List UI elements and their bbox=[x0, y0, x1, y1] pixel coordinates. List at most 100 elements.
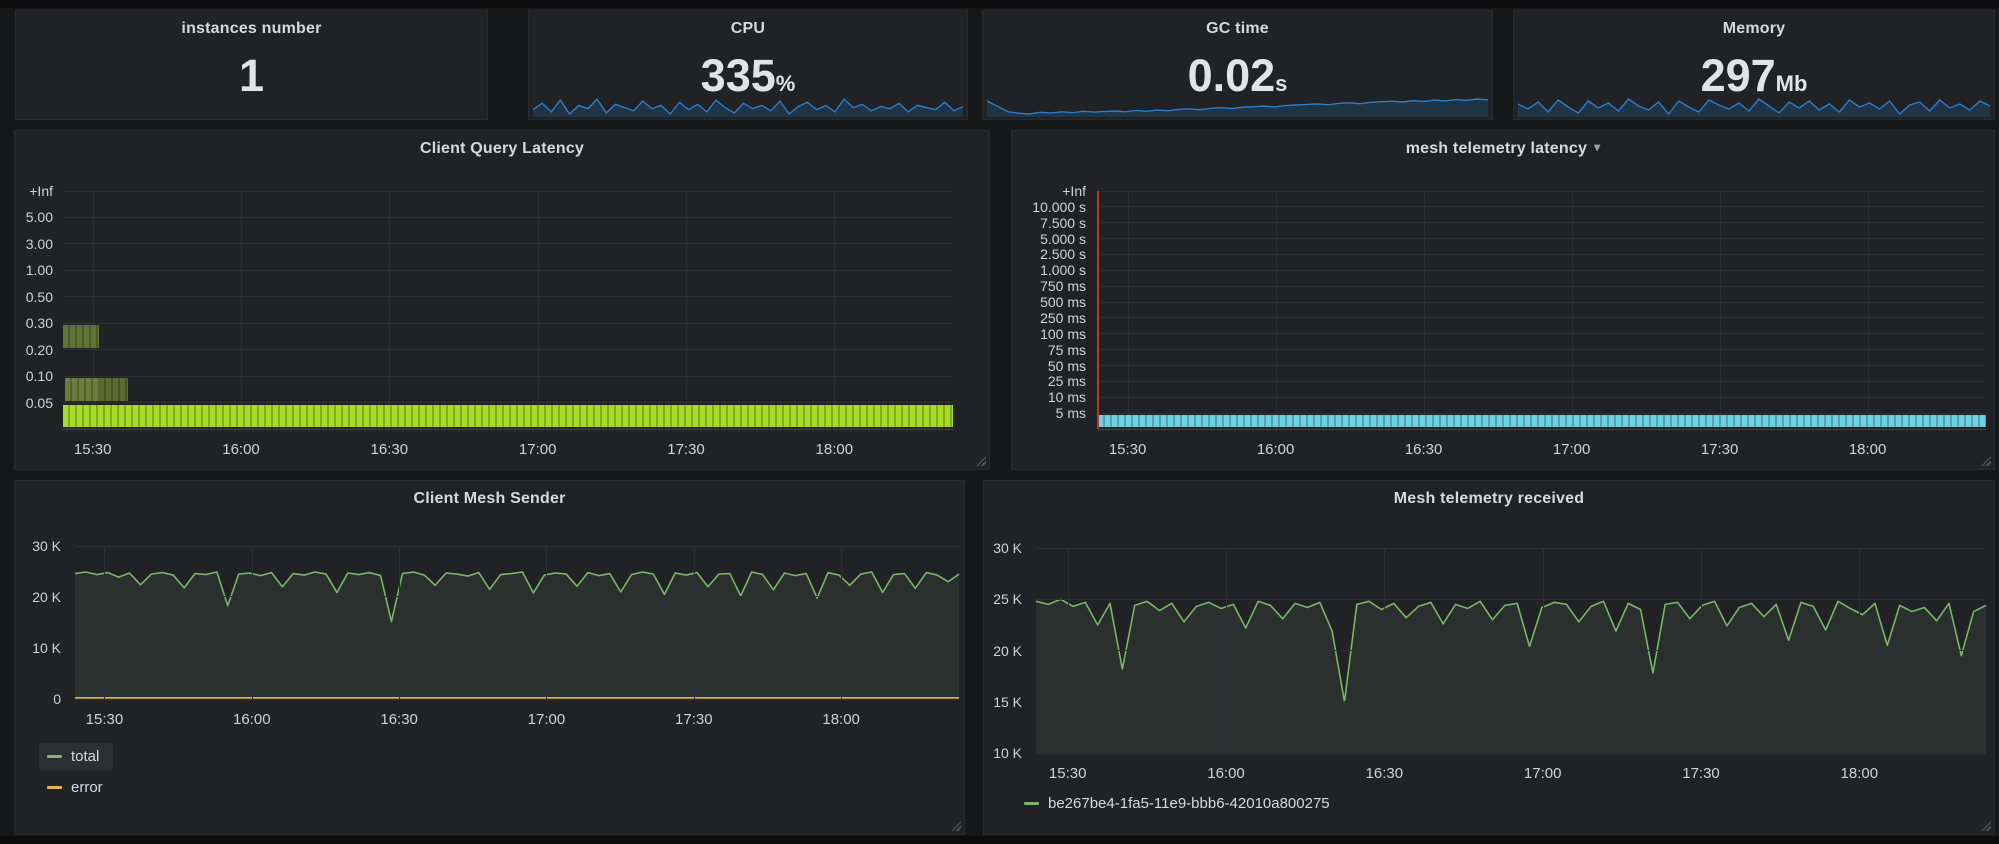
x-tick-label: 16:30 bbox=[380, 711, 418, 728]
y-axis-label: 25 ms bbox=[1047, 373, 1086, 390]
legend-item-total[interactable]: total bbox=[39, 743, 114, 770]
panel-title-mesh-telemetry-received[interactable]: Mesh telemetry received bbox=[1393, 490, 1585, 507]
y-axis-labels: 30 K 20 K 10 K 0 bbox=[15, 538, 67, 707]
gridline bbox=[63, 428, 953, 430]
panel-resize-handle[interactable] bbox=[976, 456, 986, 466]
client-mesh-sender-graph-plot[interactable] bbox=[75, 545, 959, 700]
panel-title-client-query-latency[interactable]: Client Query Latency bbox=[419, 140, 585, 157]
y-axis-label: 15 K bbox=[993, 693, 1022, 710]
gridline bbox=[1036, 701, 1986, 703]
gridline bbox=[1542, 548, 1544, 753]
gridline bbox=[546, 546, 548, 699]
gridline bbox=[686, 191, 687, 429]
stat-value-number: 335 bbox=[700, 50, 776, 101]
gridline bbox=[1067, 548, 1069, 753]
heatmap-cell bbox=[99, 378, 128, 401]
gridline bbox=[1275, 191, 1277, 429]
panel-resize-handle[interactable] bbox=[951, 821, 961, 831]
gridline bbox=[1867, 191, 1869, 429]
gridline bbox=[63, 349, 953, 351]
x-tick-label: 16:30 bbox=[370, 441, 409, 458]
legend-item-error[interactable]: error bbox=[47, 779, 103, 796]
panel-title-gc-time[interactable]: GC time bbox=[1206, 20, 1269, 37]
y-axis-label: 1.000 s bbox=[1040, 262, 1086, 279]
y-axis-label: 3.00 bbox=[25, 235, 53, 252]
stat-value-unit: s bbox=[1275, 71, 1288, 96]
y-axis-labels: +Inf 5.00 3.00 1.00 0.50 0.30 0.20 0.10 0.05 bbox=[15, 183, 59, 429]
panel-resize-handle[interactable] bbox=[1981, 456, 1991, 466]
y-axis-label: 0.50 bbox=[25, 288, 53, 305]
y-axis-label: 5.000 s bbox=[1040, 230, 1086, 247]
gridline bbox=[1036, 598, 1986, 600]
panel-instances-number: instances number 1 bbox=[15, 10, 488, 120]
panel-memory: Memory 297Mb bbox=[1513, 10, 1995, 120]
cpu-sparkline bbox=[533, 91, 963, 117]
gridline bbox=[63, 243, 953, 245]
panel-title-instances-number[interactable]: instances number bbox=[181, 20, 322, 37]
gridline bbox=[1719, 191, 1721, 429]
x-axis-labels: 15:30 16:00 16:30 17:00 17:30 18:00 bbox=[75, 707, 959, 729]
stat-value-number: 0.02 bbox=[1187, 50, 1276, 101]
panel-resize-handle[interactable] bbox=[1981, 821, 1991, 831]
gridline bbox=[1098, 412, 1986, 414]
x-tick-label: 16:30 bbox=[1404, 441, 1443, 458]
client-query-latency-heatmap-plot[interactable] bbox=[63, 190, 953, 430]
panel-cpu: CPU 335% bbox=[528, 10, 968, 120]
legend-color-instance bbox=[1024, 802, 1039, 805]
panel-title-cpu[interactable]: CPU bbox=[730, 20, 766, 37]
stat-value-number: 297 bbox=[1700, 50, 1776, 101]
gridline bbox=[1098, 317, 1986, 319]
y-axis-label: 25 K bbox=[993, 591, 1022, 608]
gridline bbox=[537, 191, 539, 429]
y-axis-label: 75 ms bbox=[1047, 341, 1086, 358]
y-axis-label: 20 K bbox=[32, 589, 61, 605]
gridline bbox=[1098, 349, 1986, 351]
client-mesh-sender-series-svg bbox=[75, 546, 959, 699]
panel-client-query-latency: Client Query Latency +Inf 5.00 3.00 1.00 0.5… bbox=[14, 130, 990, 470]
y-axis-label: 0.30 bbox=[25, 315, 53, 332]
y-axis-label: 10 K bbox=[993, 745, 1022, 761]
y-axis-label: 7.500 s bbox=[1040, 214, 1086, 231]
legend-label-total: total bbox=[71, 748, 100, 765]
gridline bbox=[1571, 191, 1573, 429]
chevron-down-icon: ▾ bbox=[1594, 140, 1601, 154]
legend-item-instance[interactable]: be267be4-1fa5-11e9-bbb6-42010a800275 bbox=[1024, 795, 1330, 812]
x-axis-labels: 15:30 16:00 16:30 17:00 17:30 18:00 bbox=[1036, 761, 1986, 783]
gridline bbox=[1098, 301, 1986, 303]
gridline bbox=[1859, 548, 1861, 753]
gridline bbox=[693, 546, 695, 699]
mesh-telemetry-latency-heatmap-plot[interactable] bbox=[1097, 190, 1986, 430]
y-axis-label: 10.000 s bbox=[1032, 198, 1086, 215]
heatmap-cell bbox=[1098, 415, 1986, 427]
x-tick-label: 15:30 bbox=[73, 441, 112, 458]
x-tick-label: 17:30 bbox=[667, 441, 705, 458]
y-axis-label: 0 bbox=[53, 691, 61, 707]
x-tick-label: 15:30 bbox=[85, 711, 124, 728]
gridline bbox=[251, 546, 253, 699]
gridline bbox=[1098, 365, 1986, 367]
y-axis-labels: 30 K 25 K 20 K 15 K 10 K bbox=[984, 540, 1028, 761]
y-axis-label: 1.00 bbox=[25, 262, 53, 279]
gridline bbox=[1036, 547, 1986, 549]
x-tick-label: 15:30 bbox=[1108, 441, 1147, 458]
panel-client-mesh-sender: Client Mesh Sender 30 K 20 K 10 K 0 15:30 16… bbox=[14, 480, 965, 835]
heatmap-cell bbox=[64, 378, 100, 401]
x-tick-label: 17:30 bbox=[675, 711, 713, 728]
mesh-telemetry-received-graph-plot[interactable] bbox=[1036, 547, 1986, 754]
y-axis-label: 20 K bbox=[993, 642, 1022, 659]
stat-value-memory: 297Mb bbox=[1514, 53, 1994, 98]
gridline bbox=[63, 269, 953, 271]
y-axis-label: 50 ms bbox=[1047, 357, 1086, 374]
heatmap-cell bbox=[63, 325, 100, 348]
memory-sparkline bbox=[1518, 91, 1990, 117]
gridline bbox=[75, 698, 959, 700]
panel-title-memory[interactable]: Memory bbox=[1722, 20, 1786, 37]
x-tick-label: 17:00 bbox=[518, 441, 557, 458]
panel-gc-time: GC time 0.02s bbox=[982, 10, 1493, 120]
panel-title-client-mesh-sender[interactable]: Client Mesh Sender bbox=[413, 490, 566, 507]
panel-title-mesh-telemetry-latency[interactable]: mesh telemetry latency ▾ bbox=[1012, 140, 1994, 158]
gridline bbox=[1098, 380, 1986, 382]
gridline bbox=[92, 191, 94, 429]
gridline bbox=[1098, 396, 1986, 398]
gridline bbox=[75, 545, 959, 547]
